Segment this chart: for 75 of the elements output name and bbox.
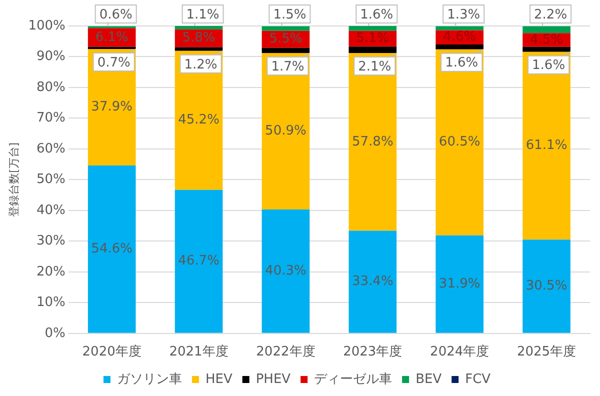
- bar: [88, 46, 136, 50]
- data-label: 30.5%: [526, 278, 568, 294]
- data-label: 50.9%: [265, 124, 306, 139]
- data-label: 1.7%: [271, 59, 304, 74]
- bar: [522, 46, 570, 52]
- bar: [522, 52, 570, 240]
- bar: [348, 26, 397, 31]
- legend-label: PHEV: [256, 372, 291, 387]
- x-tick-label: 2025年度: [516, 344, 576, 360]
- data-label: 0.7%: [97, 55, 130, 70]
- data-label: 5.5%: [269, 32, 302, 47]
- data-label: 5.8%: [182, 30, 216, 46]
- data-label: 4.6%: [443, 30, 476, 45]
- bar: [348, 53, 397, 231]
- data-label: 31.9%: [438, 276, 480, 292]
- y-tick-label: 90%: [36, 49, 66, 64]
- data-label: 1.1%: [186, 7, 220, 22]
- data-label: 57.8%: [352, 134, 394, 150]
- y-tick-label: 60%: [36, 141, 66, 156]
- bar: [174, 47, 223, 51]
- data-label: 54.6%: [91, 242, 132, 257]
- data-label: 1.6%: [532, 58, 566, 74]
- legend-label: HEV: [205, 372, 232, 387]
- bar: [522, 26, 570, 34]
- bar: [262, 210, 310, 333]
- data-label: 46.7%: [178, 254, 220, 269]
- bar: [436, 26, 484, 30]
- data-label: 61.1%: [526, 138, 568, 154]
- bar: [262, 26, 310, 31]
- data-label: 0.6%: [99, 7, 132, 22]
- bar: [522, 240, 570, 333]
- data-label: 4.5%: [530, 32, 564, 48]
- y-tick-label: 70%: [36, 110, 66, 126]
- x-tick-label: 2024年度: [430, 344, 490, 360]
- y-tick-label: 20%: [36, 264, 66, 280]
- data-label: 40.3%: [265, 264, 306, 279]
- data-label: 1.3%: [447, 7, 480, 22]
- data-label: 1.6%: [360, 7, 394, 22]
- bar: [436, 49, 484, 236]
- bar: [262, 48, 310, 54]
- bar: [174, 190, 223, 333]
- x-tick-label: 2022年度: [256, 344, 316, 360]
- data-label: 37.9%: [91, 100, 132, 115]
- y-tick-label: 100%: [28, 18, 66, 34]
- x-tick-label: 2020年度: [82, 344, 142, 360]
- legend-label: ガソリン車: [116, 372, 182, 387]
- data-label: 60.5%: [438, 134, 480, 150]
- bar: [348, 46, 397, 54]
- y-tick-label: 40%: [36, 202, 66, 218]
- bar: [348, 230, 397, 333]
- data-label: 33.4%: [352, 274, 394, 290]
- data-label: 2.1%: [358, 59, 392, 74]
- data-label: 2.2%: [534, 7, 568, 22]
- y-tick-label: 30%: [36, 234, 66, 249]
- data-label: 45.2%: [178, 112, 220, 128]
- legend-label: ディーゼル車: [314, 372, 392, 387]
- data-label: 1.2%: [184, 57, 218, 72]
- legend-label: FCV: [465, 372, 491, 387]
- y-tick-label: 0%: [44, 326, 66, 341]
- y-tick-label: 50%: [36, 172, 66, 188]
- bar: [436, 44, 484, 50]
- bar: [174, 26, 223, 30]
- bar: [436, 235, 484, 333]
- y-axis-title: 登録台数[万台]: [7, 142, 20, 217]
- bar: [262, 53, 310, 210]
- x-tick-label: 2023年度: [343, 344, 402, 360]
- x-tick-label: 2021年度: [169, 344, 228, 360]
- legend-label: BEV: [416, 372, 442, 387]
- bar: [88, 166, 136, 333]
- y-tick-label: 10%: [36, 295, 66, 310]
- data-label: 5.1%: [356, 31, 390, 46]
- data-label: 6.1%: [95, 30, 128, 45]
- y-tick-label: 80%: [36, 80, 66, 95]
- data-label: 1.6%: [445, 56, 478, 71]
- data-label: 1.5%: [273, 7, 306, 22]
